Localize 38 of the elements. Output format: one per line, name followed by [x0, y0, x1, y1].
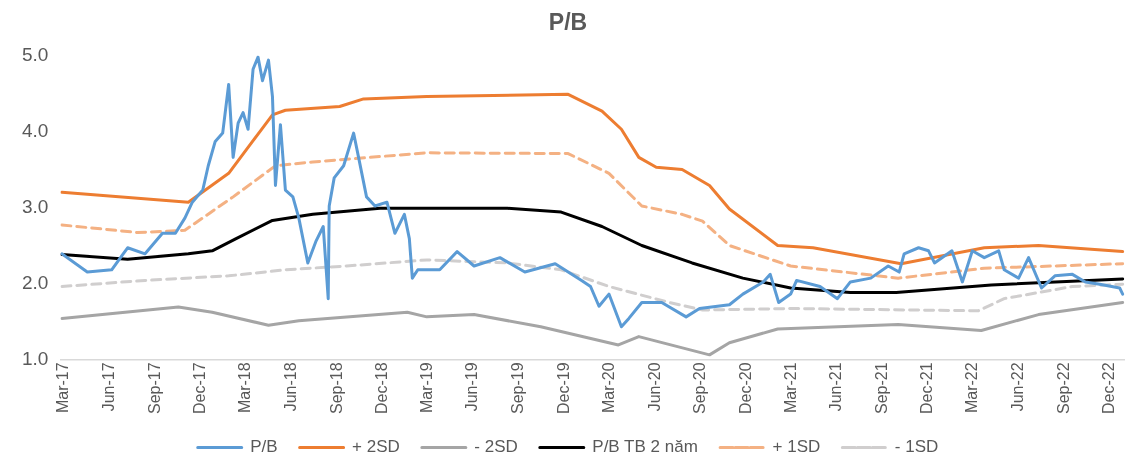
x-tick-label: Mar-21 — [781, 362, 799, 414]
legend-label: - 2SD — [474, 437, 518, 457]
y-tick-label: 4.0 — [21, 119, 49, 141]
x-tick-label: Dec-21 — [918, 362, 936, 414]
y-tick-label: 5.0 — [21, 43, 49, 65]
legend-label: - 1SD — [894, 437, 939, 457]
legend-label: + 2SD — [352, 437, 400, 457]
x-tick-label: Sep-18 — [327, 362, 345, 414]
legend-label: + 1SD — [772, 437, 821, 457]
x-tick-label: Jun-17 — [100, 362, 118, 412]
x-tick-label: Dec-17 — [191, 362, 209, 414]
x-tick-label: Sep-22 — [1054, 362, 1072, 414]
x-tick-label: Dec-18 — [372, 362, 390, 414]
x-tick-label: Sep-19 — [509, 362, 527, 414]
line-series — [60, 151, 1125, 280]
legend-label: P/B — [250, 437, 278, 457]
x-tick-label: Mar-22 — [963, 362, 981, 414]
x-tick-label: Jun-19 — [463, 362, 481, 412]
x-tick-label: Jun-22 — [1009, 362, 1027, 412]
chart-title: P/B — [548, 9, 588, 36]
y-tick-label: 3.0 — [21, 195, 49, 217]
x-tick-label: Mar-19 — [417, 362, 435, 414]
x-tick-label: Mar-17 — [54, 362, 72, 414]
x-tick-label: Dec-20 — [736, 362, 754, 414]
x-tick-label: Dec-22 — [1100, 362, 1118, 414]
line-series — [60, 258, 1125, 313]
x-tick-label: Sep-21 — [873, 362, 891, 414]
x-tick-label: Jun-18 — [281, 362, 299, 412]
x-tick-label: Sep-17 — [145, 362, 163, 414]
x-tick-label: Jun-20 — [645, 362, 663, 412]
x-tick-label: Mar-20 — [599, 362, 617, 414]
x-tick-label: Jun-21 — [827, 362, 845, 412]
legend-label: P/B TB 2 năm — [592, 437, 698, 457]
x-tick-label: Mar-18 — [235, 362, 253, 414]
x-tick-label: Sep-20 — [691, 362, 709, 414]
x-tick-label: Dec-19 — [554, 362, 572, 414]
y-tick-label: 2.0 — [21, 271, 49, 293]
y-tick-label: 1.0 — [21, 347, 49, 369]
